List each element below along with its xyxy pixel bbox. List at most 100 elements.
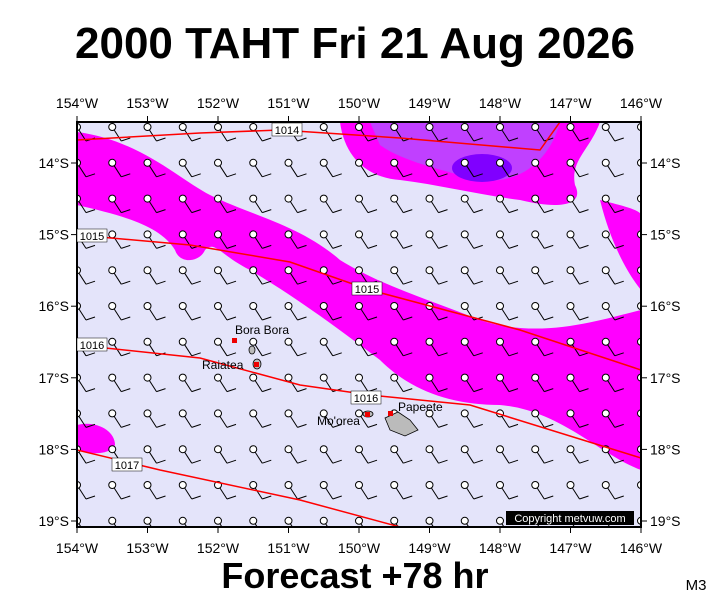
wind-station	[108, 445, 117, 454]
islands	[248, 345, 419, 437]
wind-station	[108, 481, 117, 489]
wind-station	[178, 516, 187, 525]
wind-barb	[226, 388, 237, 393]
wind-barb	[473, 423, 483, 428]
wind-barb	[297, 244, 307, 249]
wind-station	[390, 373, 399, 382]
wind-barb	[367, 423, 378, 428]
wind-station	[355, 266, 363, 275]
wind-barb	[262, 352, 272, 357]
wind-station	[531, 158, 540, 167]
isobar-label-box	[351, 281, 383, 296]
wind-barb	[156, 423, 166, 428]
wind-barb	[121, 209, 131, 214]
wind-barb	[403, 244, 413, 249]
wind-barb	[614, 209, 624, 214]
wind-barb	[262, 423, 272, 428]
wind-station	[601, 302, 610, 310]
wind-barb	[403, 532, 412, 535]
wind-barb	[297, 459, 307, 464]
wind-station	[531, 123, 540, 131]
wind-barb	[640, 413, 641, 415]
wind-station	[566, 266, 575, 275]
wind-barb	[226, 495, 237, 500]
lon-label: 151°W	[267, 95, 310, 111]
wind-station	[496, 158, 504, 167]
wind-barb	[297, 280, 307, 285]
copyright: Copyright metvuw.com	[514, 513, 625, 525]
wind-barb	[191, 495, 201, 500]
wind-barb	[262, 388, 272, 393]
wind-station	[531, 409, 540, 418]
wind-station	[284, 194, 293, 203]
copyright-box	[506, 511, 634, 525]
wind-barb	[403, 495, 413, 500]
wind-barb	[367, 137, 378, 142]
wind-barb	[580, 532, 589, 535]
wind-station	[425, 123, 434, 131]
wind-barb	[640, 485, 641, 486]
wind-barb	[579, 173, 589, 178]
wind-station	[355, 337, 363, 346]
wind-barb	[226, 280, 237, 285]
wind-barb	[85, 459, 96, 464]
wind-barb	[297, 316, 307, 321]
wind-station	[178, 230, 187, 239]
wind-barb	[544, 423, 554, 428]
wind-station	[566, 302, 575, 310]
wind-barb	[367, 173, 378, 178]
wind-station	[390, 266, 399, 275]
wind-barb	[640, 449, 641, 451]
isobar-label: 1017	[115, 460, 139, 472]
wind-barb	[614, 352, 624, 357]
wind-barb	[191, 137, 201, 142]
wind-station	[249, 266, 258, 275]
wind-barb	[614, 137, 624, 142]
wind-barb	[332, 209, 342, 214]
wind-barb	[640, 306, 641, 307]
wind-station	[390, 194, 399, 203]
wind-barb	[156, 316, 166, 321]
wind-barb	[473, 137, 483, 142]
wind-barb	[579, 280, 589, 285]
wind-station	[601, 337, 610, 346]
wind-barb	[473, 280, 483, 285]
wind-barb	[438, 352, 448, 357]
wind-barb	[191, 173, 201, 178]
wind-station	[249, 302, 258, 310]
wind-station	[531, 445, 540, 454]
wind-barb	[438, 209, 448, 214]
wind-station	[178, 481, 187, 489]
lon-label: 148°W	[479, 95, 522, 111]
wind-station	[143, 158, 152, 167]
lat-label: 14°S	[650, 155, 681, 171]
isobars	[77, 122, 641, 527]
wind-station	[178, 123, 187, 131]
wind-station	[496, 302, 504, 310]
wind-station	[214, 194, 222, 203]
wind-station	[531, 266, 540, 275]
wind-barb	[650, 138, 659, 141]
lon-label: 150°W	[338, 95, 381, 111]
wind-station	[319, 481, 328, 489]
lat-label: 17°S	[650, 370, 681, 386]
wind-station	[601, 266, 610, 275]
wind-barb	[650, 210, 659, 213]
wind-barb	[438, 459, 448, 464]
wind-station	[178, 266, 187, 275]
lon-label: 149°W	[408, 540, 451, 556]
wind-barb	[650, 245, 659, 248]
wind-barb	[614, 244, 624, 249]
wind-station	[601, 123, 610, 131]
wind-station	[143, 194, 152, 203]
wind-station	[214, 373, 222, 382]
wind-station	[249, 194, 258, 203]
lat-label: 15°S	[38, 227, 69, 243]
lon-label: 154°W	[56, 95, 99, 111]
wind-station	[390, 481, 399, 489]
wind-barb	[650, 496, 659, 499]
wind-barb	[650, 532, 659, 535]
wind-barb	[332, 244, 342, 249]
wind-barb	[367, 209, 378, 214]
wind-station	[108, 230, 117, 239]
